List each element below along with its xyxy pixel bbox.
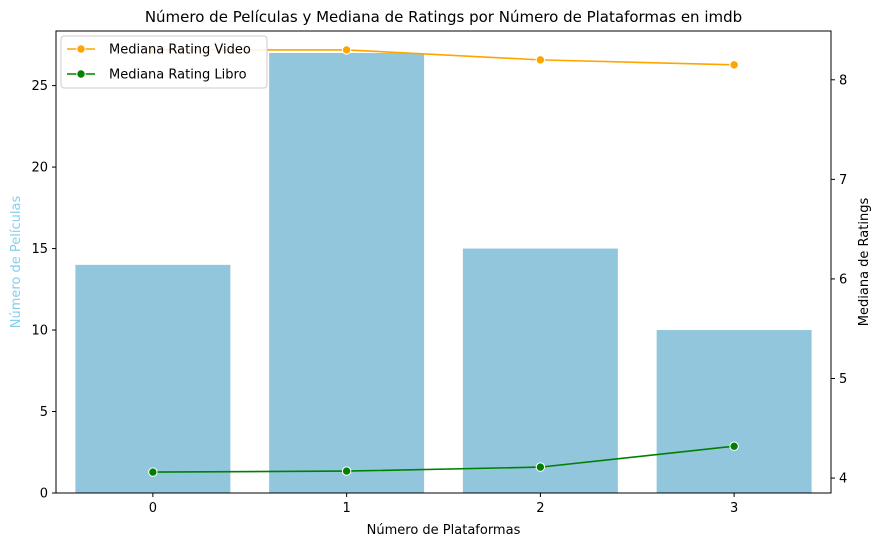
legend-label-2: Mediana Rating Libro [109,68,247,83]
bars-group [75,53,812,493]
line-series-2 [152,445,735,473]
y-left-tick-label: 25 [31,79,48,94]
point-series-1-2 [535,55,546,65]
y-axis-left: 0 5 10 15 20 25 [31,79,56,502]
x-tick-label: 3 [730,501,738,516]
bar-1 [269,53,425,493]
legend-label-1: Mediana Rating Video [109,43,251,58]
y-right-tick-label: 4 [839,472,847,487]
y-left-tick-label: 15 [31,242,48,257]
legend-box [60,35,268,89]
y-left-tick-label: 5 [40,405,48,420]
y-axis-right: 4 5 6 7 8 [831,73,847,487]
point-series-2-0 [148,467,158,477]
y-axis-right-label: Mediana de Ratings [857,198,872,327]
x-axis-label: Número de Plataformas [367,523,521,538]
y-left-tick-label: 20 [31,161,48,176]
y-left-tick-label: 0 [40,487,48,502]
legend: Mediana Rating Video Mediana Rating Libro [60,35,268,89]
y-right-tick-label: 8 [839,73,847,88]
plot-frame [55,30,832,494]
legend-marker-1 [76,44,86,54]
bar-3 [656,330,812,493]
point-series-1-3 [729,60,739,70]
chart-title: Número de Películas y Mediana de Ratings… [145,8,742,26]
y-axis-left-label: Número de Películas [9,196,24,329]
y-right-tick-label: 6 [839,272,847,287]
lines-group [148,45,739,477]
bar-0 [75,264,231,493]
bar-2 [462,248,618,493]
x-tick-label: 1 [342,501,350,516]
y-right-tick-label: 5 [839,372,847,387]
x-tick-label: 0 [149,501,157,516]
y-left-tick-label: 10 [31,324,48,339]
point-series-2-3 [729,441,739,451]
x-axis: 0 1 2 3 [149,493,738,516]
point-series-2-2 [535,462,546,472]
point-series-2-1 [341,466,352,476]
x-tick-label: 2 [536,501,544,516]
legend-marker-2 [76,69,86,79]
point-series-1-1 [341,45,352,55]
y-right-tick-label: 7 [839,173,847,188]
